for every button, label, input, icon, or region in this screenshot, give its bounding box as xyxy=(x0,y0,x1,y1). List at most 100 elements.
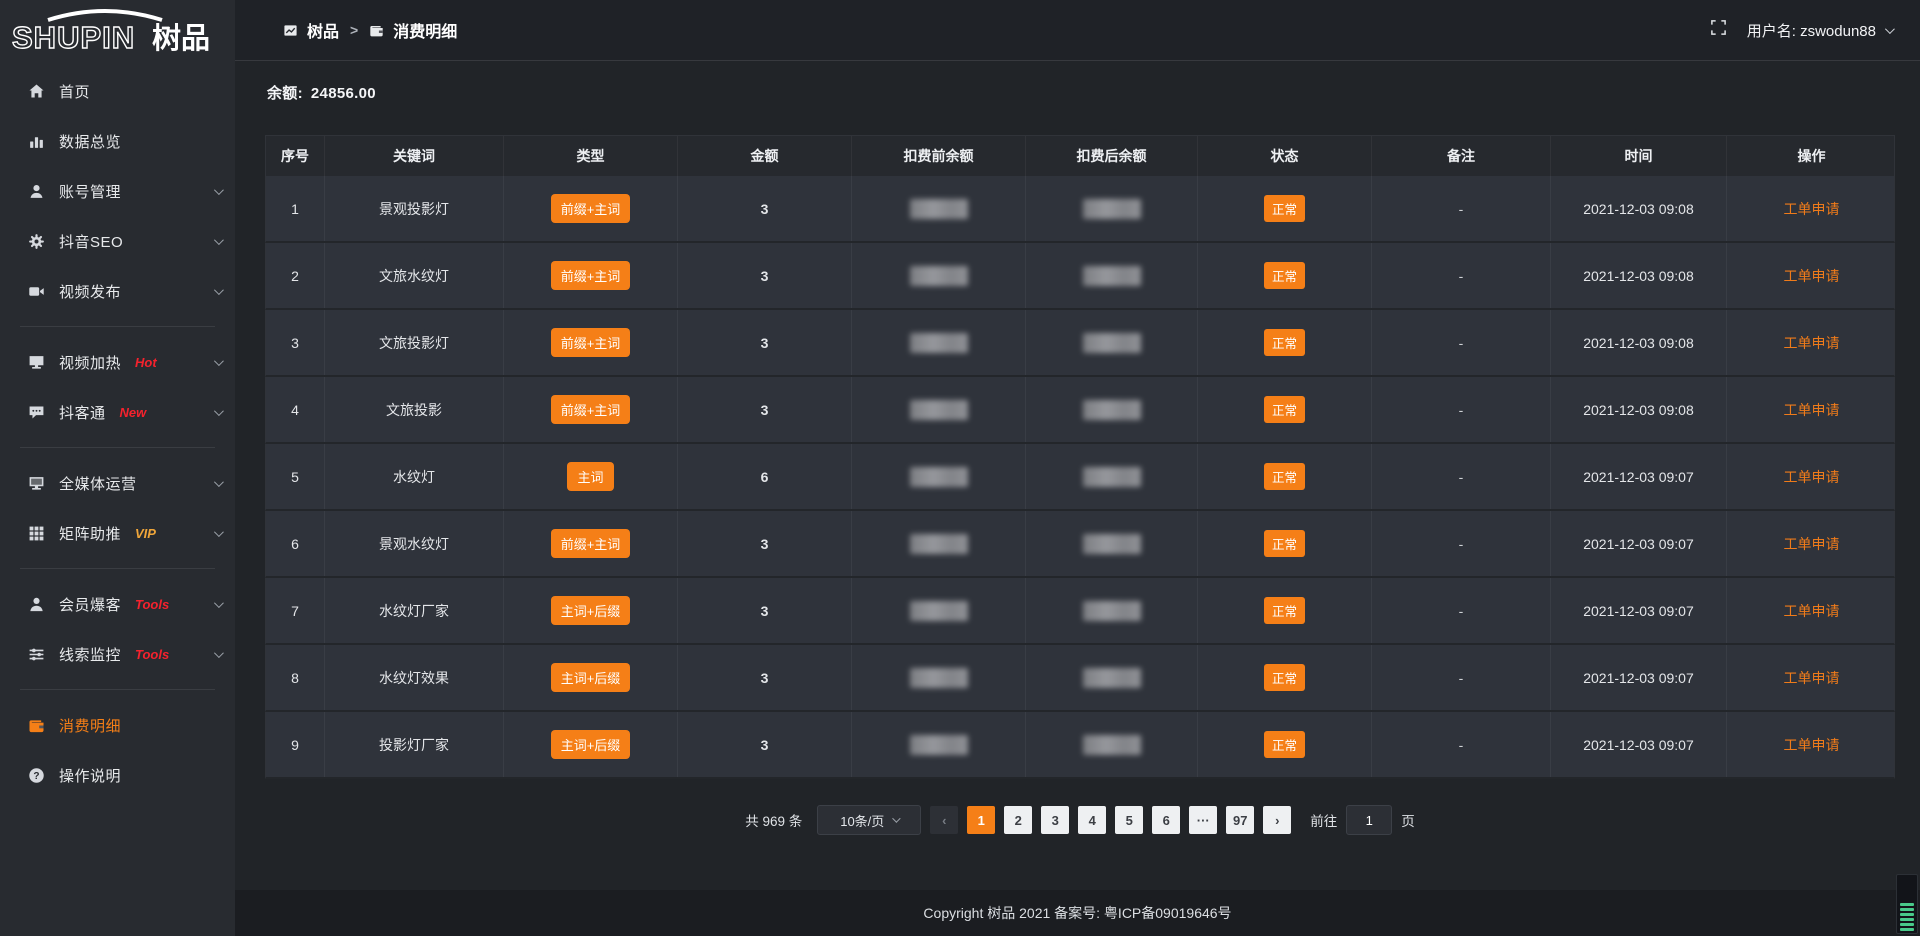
remark-value: - xyxy=(1458,602,1464,619)
breadcrumb: 树品 > 消费明细 xyxy=(283,18,457,42)
work-order-link[interactable]: 工单申请 xyxy=(1783,200,1840,217)
sidebar-item-consume-detail[interactable]: 消费明细 xyxy=(0,700,235,750)
sidebar-item-doukdetong[interactable]: 抖客通 New xyxy=(0,387,235,437)
redacted-balance xyxy=(909,466,968,487)
column-header: 扣费前余额 xyxy=(852,136,1026,176)
fullscreen-icon[interactable] xyxy=(1710,19,1727,41)
more-pages-button[interactable]: ··· xyxy=(1189,806,1218,834)
balance-after-cell xyxy=(1026,578,1198,643)
time-cell: 2021-12-03 09:08 xyxy=(1551,176,1727,241)
amount-value: 3 xyxy=(760,334,769,351)
sidebar-item-member-burst[interactable]: 会员爆客 Tools xyxy=(0,579,235,629)
work-order-link[interactable]: 工单申请 xyxy=(1783,669,1840,686)
work-order-link[interactable]: 工单申请 xyxy=(1783,535,1840,552)
sidebar-item-label: 会员爆客 xyxy=(59,596,122,614)
redacted-balance xyxy=(1082,734,1141,755)
redacted-balance xyxy=(909,667,968,688)
sidebar-item-douyin-seo[interactable]: 抖音SEO xyxy=(0,216,235,266)
status-cell: 正常 xyxy=(1198,645,1372,710)
sidebar-item-data-overview[interactable]: 数据总览 xyxy=(0,116,235,166)
main-content: 余额: 24856.00 序号 关键词 类型 金额 扣费前余额 扣费后余额 状态 备注 时间 操作 … xyxy=(235,62,1920,890)
page-button-1[interactable]: 1 xyxy=(967,806,996,834)
balance-line: 余额: 24856.00 xyxy=(267,82,1895,103)
sidebar-item-operation-guide[interactable]: ? 操作说明 xyxy=(0,750,235,800)
work-order-link[interactable]: 工单申请 xyxy=(1783,468,1840,485)
redacted-balance xyxy=(909,600,968,621)
sidebar-item-label: 抖音SEO xyxy=(59,233,124,251)
page-button-3[interactable]: 3 xyxy=(1041,806,1070,834)
remark-cell: - xyxy=(1372,712,1551,777)
work-order-link[interactable]: 工单申请 xyxy=(1783,401,1840,418)
table-body: 1 景观投影灯 前缀+主词 3 正常 -2021-12-03 09:08 工单申请 2 文旅水纹… xyxy=(265,176,1895,779)
sidebar-item-video-publish[interactable]: 视频发布 xyxy=(0,266,235,316)
seq-cell: 8 xyxy=(266,645,325,710)
column-header: 状态 xyxy=(1198,136,1372,176)
prev-page-button[interactable]: ‹ xyxy=(930,806,959,834)
balance-before-cell xyxy=(852,511,1026,576)
status-cell: 正常 xyxy=(1198,310,1372,375)
table-header-row: 序号 关键词 类型 金额 扣费前余额 扣费后余额 状态 备注 时间 操作 xyxy=(265,135,1895,176)
breadcrumb-item-root[interactable]: 树品 xyxy=(307,24,340,41)
work-order-link[interactable]: 工单申请 xyxy=(1783,334,1840,351)
amount-value: 3 xyxy=(760,267,769,284)
sidebar-divider xyxy=(20,568,215,569)
page-button-4[interactable]: 4 xyxy=(1078,806,1107,834)
user-menu[interactable]: 用户名: zswodun88 xyxy=(1747,20,1895,41)
chevron-down-icon xyxy=(213,355,224,366)
perf-widget xyxy=(1896,874,1918,934)
sidebar-item-clue-monitor[interactable]: 线索监控 Tools xyxy=(0,629,235,679)
sidebar-item-video-heat[interactable]: 视频加热 Hot xyxy=(0,337,235,387)
page-button-6[interactable]: 6 xyxy=(1152,806,1181,834)
balance-before-cell xyxy=(852,243,1026,308)
type-cell: 前缀+主词 xyxy=(504,176,678,241)
remark-cell: - xyxy=(1372,444,1551,509)
gear-icon xyxy=(28,233,45,250)
page-button-2[interactable]: 2 xyxy=(1004,806,1033,834)
type-cell: 前缀+主词 xyxy=(504,243,678,308)
sidebar-item-account-manage[interactable]: 账号管理 xyxy=(0,166,235,216)
column-header: 序号 xyxy=(266,136,325,176)
remark-cell: - xyxy=(1372,578,1551,643)
sidebar-item-label: 全媒体运营 xyxy=(59,475,137,493)
page-size-select[interactable]: 10条/页 xyxy=(817,805,922,835)
op-cell: 工单申请 xyxy=(1727,310,1896,375)
redacted-balance xyxy=(1082,265,1141,286)
type-badge: 主词+后缀 xyxy=(550,730,631,759)
work-order-link[interactable]: 工单申请 xyxy=(1783,602,1840,619)
redacted-balance xyxy=(1082,198,1141,219)
amount-cell: 3 xyxy=(678,377,852,442)
monitor-hot-icon xyxy=(28,354,45,371)
balance-after-cell xyxy=(1026,310,1198,375)
sidebar-item-matrix-boost[interactable]: 矩阵助推 VIP xyxy=(0,508,235,558)
amount-value: 3 xyxy=(760,535,769,552)
page-button-5[interactable]: 5 xyxy=(1115,806,1144,834)
sidebar-item-label: 账号管理 xyxy=(59,183,122,201)
remark-cell: - xyxy=(1372,511,1551,576)
chevron-down-icon xyxy=(213,526,224,537)
work-order-link[interactable]: 工单申请 xyxy=(1783,267,1840,284)
column-header: 金额 xyxy=(678,136,852,176)
balance-value: 24856.00 xyxy=(310,85,376,102)
sidebar-divider xyxy=(20,689,215,690)
remark-value: - xyxy=(1458,669,1464,686)
wallet-icon xyxy=(369,23,384,38)
sidebar-item-home[interactable]: 首页 xyxy=(0,66,235,116)
amount-cell: 6 xyxy=(678,444,852,509)
amount-cell: 3 xyxy=(678,712,852,777)
next-page-button[interactable]: › xyxy=(1263,806,1292,834)
time-cell: 2021-12-03 09:07 xyxy=(1551,712,1727,777)
seq-cell: 7 xyxy=(266,578,325,643)
op-cell: 工单申请 xyxy=(1727,377,1896,442)
sidebar-item-all-media[interactable]: 全媒体运营 xyxy=(0,458,235,508)
page-button-97[interactable]: 97 xyxy=(1226,806,1255,834)
work-order-link[interactable]: 工单申请 xyxy=(1783,736,1840,753)
sidebar-item-label: 操作说明 xyxy=(59,767,122,785)
redacted-balance xyxy=(1082,533,1141,554)
keyword-cell: 水纹灯效果 xyxy=(325,645,504,710)
sidebar-divider xyxy=(20,326,215,327)
sidebar-item-label: 线索监控 xyxy=(59,646,122,664)
remark-value: - xyxy=(1458,468,1464,485)
amount-cell: 3 xyxy=(678,511,852,576)
goto-page-input[interactable] xyxy=(1346,805,1393,835)
chevron-down-icon xyxy=(1884,23,1895,34)
